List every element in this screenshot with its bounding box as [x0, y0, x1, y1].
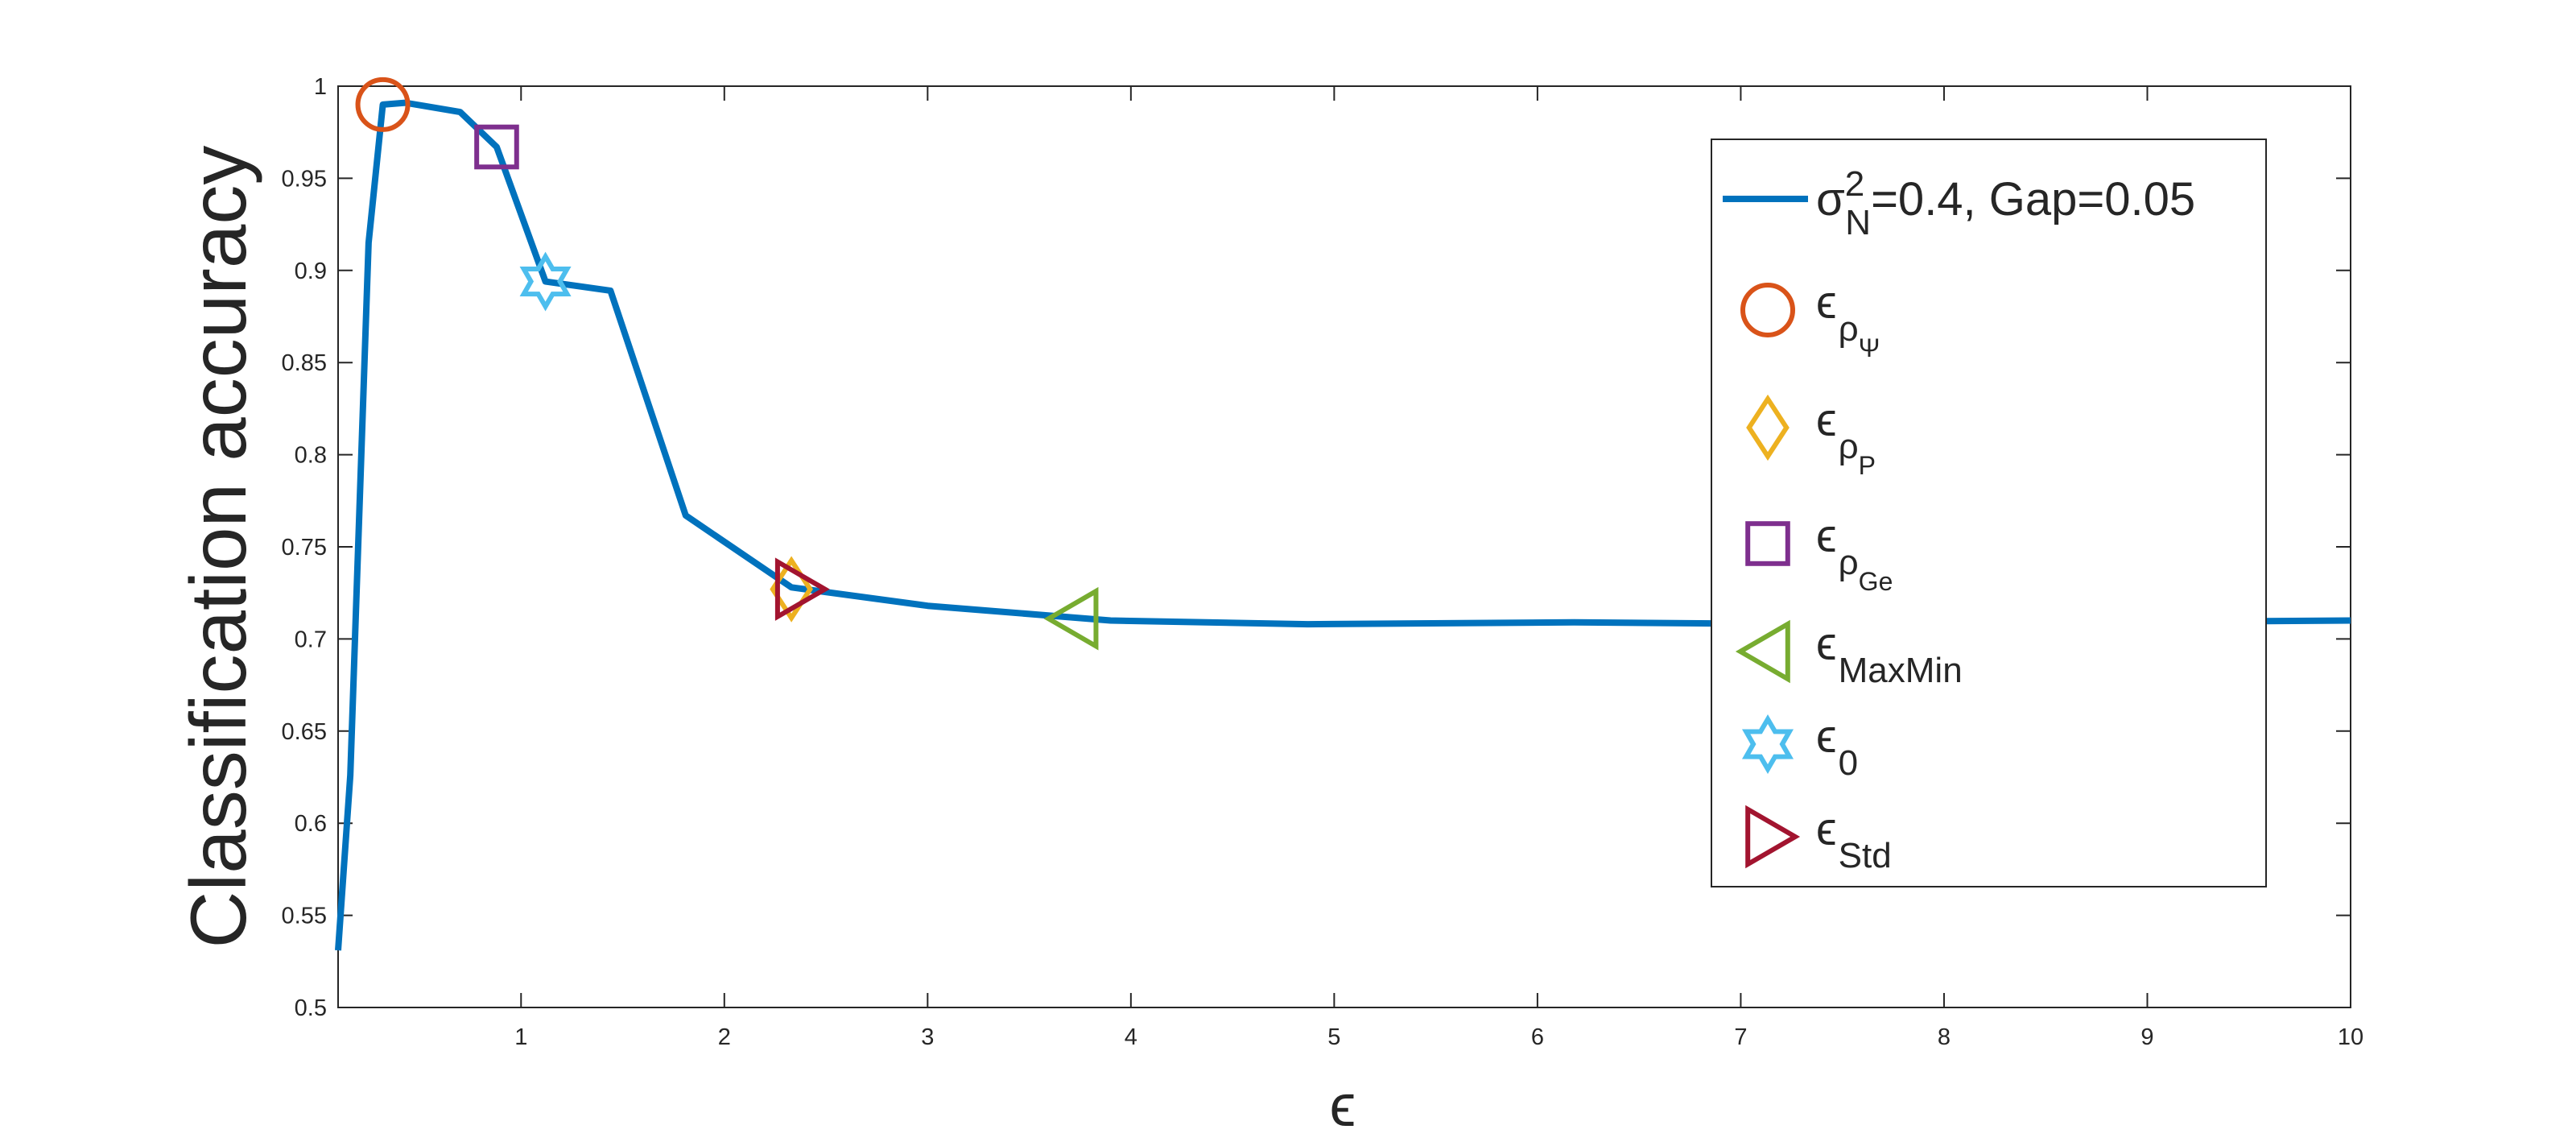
marker: [355, 77, 411, 132]
legend-label: ϵρΨ: [1816, 276, 1880, 362]
legend-label: ϵMaxMin: [1816, 618, 1963, 690]
x-tick-label: 7: [1734, 1024, 1747, 1050]
legend-label-part: N: [1845, 203, 1871, 242]
x-tick-label: 9: [2140, 1024, 2153, 1050]
legend-label-part: 0: [1839, 743, 1858, 783]
marker: [519, 251, 572, 312]
legend-marker: [1745, 521, 1790, 566]
y-tick-label: 0.75: [282, 535, 327, 561]
legend-label-part: Std: [1839, 836, 1892, 875]
y-tick-label: 0.65: [282, 719, 327, 745]
y-tick-label: 0.95: [282, 166, 327, 192]
legend-marker: [1746, 394, 1790, 461]
legend-label: ϵρP: [1816, 394, 1876, 480]
legend-label: ϵ0: [1816, 710, 1858, 783]
legend-label-part: ϵ: [1816, 618, 1837, 670]
legend-marker: [1740, 283, 1795, 337]
x-tick-label: 10: [2338, 1024, 2363, 1050]
marker: [474, 124, 519, 170]
marker: [1043, 586, 1099, 651]
legend-label-part: 2: [1845, 164, 1864, 204]
legend-label: ϵStd: [1816, 803, 1892, 875]
x-tick-label: 4: [1125, 1024, 1137, 1050]
x-tick-label: 1: [514, 1024, 527, 1050]
legend-marker: [1735, 619, 1790, 684]
legend-label-part: ϵ: [1816, 710, 1837, 763]
x-tick-label: 6: [1531, 1024, 1544, 1050]
legend-label-part: Ψ: [1859, 333, 1880, 362]
x-tick-label: 2: [718, 1024, 731, 1050]
y-tick-label: 1: [314, 74, 327, 100]
marker: [774, 557, 830, 621]
y-tick-label: 0.5: [295, 995, 327, 1021]
y-tick-label: 0.55: [282, 904, 327, 929]
legend-label-part: ϵ: [1816, 803, 1837, 855]
x-tick-label: 8: [1938, 1024, 1951, 1050]
legend-label-part: P: [1859, 451, 1876, 480]
legend-label-part: ϵ: [1816, 510, 1837, 562]
y-tick-label: 0.6: [295, 811, 327, 837]
y-tick-label: 0.85: [282, 350, 327, 376]
y-tick-label: 0.8: [295, 443, 327, 469]
legend-label-part: Ge: [1859, 567, 1893, 596]
x-axis-label: ϵ: [1330, 1072, 1356, 1139]
legend-label-part: MaxMin: [1839, 651, 1963, 690]
legend-label-part: ϵ: [1816, 394, 1837, 446]
legend-marker: [1745, 805, 1801, 869]
x-tick-label: 5: [1327, 1024, 1340, 1050]
x-tick-label: 3: [921, 1024, 934, 1050]
legend-label-part: ϵ: [1816, 276, 1837, 329]
legend-label-part: ρ: [1839, 543, 1859, 582]
legend-label-part: ρ: [1839, 427, 1859, 466]
data-line: [335, 99, 2351, 951]
legend-label: ϵρGe: [1816, 510, 1893, 596]
legend-label-part: σ: [1816, 173, 1845, 225]
legend-label: σ2 N=0.4, Gap=0.05: [1816, 164, 2195, 242]
legend-label-part: =0.4, Gap=0.05: [1871, 173, 2195, 225]
y-axis-label: Classification accuracy: [174, 146, 262, 949]
legend-box: [1711, 139, 2267, 887]
legend-label-part: ρ: [1839, 309, 1859, 349]
legend-marker: [1741, 714, 1794, 774]
y-tick-label: 0.9: [295, 259, 327, 284]
y-tick-label: 0.7: [295, 627, 327, 652]
